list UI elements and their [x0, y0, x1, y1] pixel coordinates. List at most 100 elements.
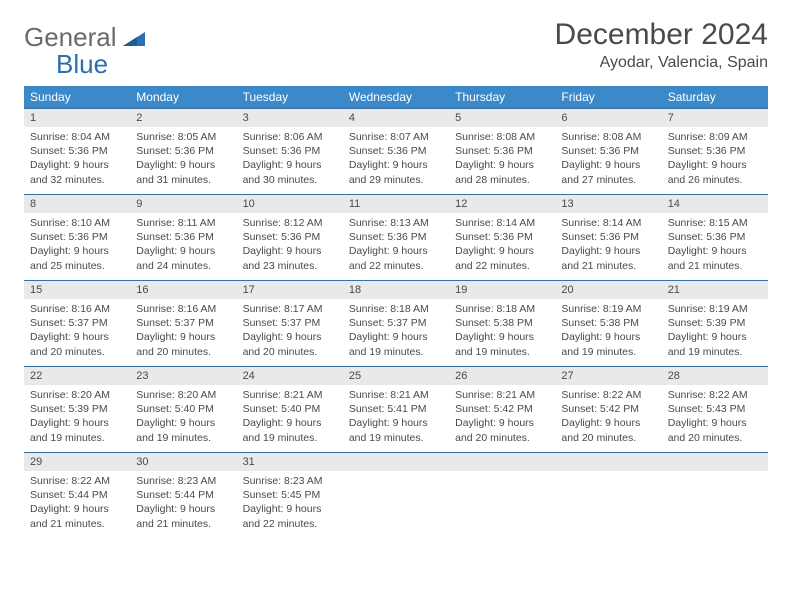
calendar-cell: 30Sunrise: 8:23 AMSunset: 5:44 PMDayligh…: [130, 453, 236, 539]
calendar-cell: 24Sunrise: 8:21 AMSunset: 5:40 PMDayligh…: [237, 367, 343, 453]
day-number: 1: [24, 109, 130, 127]
day-number: 24: [237, 367, 343, 385]
calendar-row: 8Sunrise: 8:10 AMSunset: 5:36 PMDaylight…: [24, 195, 768, 281]
day-number: 25: [343, 367, 449, 385]
day-body: Sunrise: 8:07 AMSunset: 5:36 PMDaylight:…: [343, 127, 449, 191]
calendar-cell: 27Sunrise: 8:22 AMSunset: 5:42 PMDayligh…: [555, 367, 661, 453]
calendar-cell: ..: [343, 453, 449, 539]
day-number: 15: [24, 281, 130, 299]
calendar-cell: 11Sunrise: 8:13 AMSunset: 5:36 PMDayligh…: [343, 195, 449, 281]
day-body: Sunrise: 8:09 AMSunset: 5:36 PMDaylight:…: [662, 127, 768, 191]
day-body: Sunrise: 8:23 AMSunset: 5:44 PMDaylight:…: [130, 471, 236, 535]
calendar-cell: 15Sunrise: 8:16 AMSunset: 5:37 PMDayligh…: [24, 281, 130, 367]
calendar-cell: 9Sunrise: 8:11 AMSunset: 5:36 PMDaylight…: [130, 195, 236, 281]
calendar-table: Sunday Monday Tuesday Wednesday Thursday…: [24, 86, 768, 539]
header: General Blue December 2024 Ayodar, Valen…: [24, 18, 768, 78]
calendar-cell: 8Sunrise: 8:10 AMSunset: 5:36 PMDaylight…: [24, 195, 130, 281]
day-body: Sunrise: 8:16 AMSunset: 5:37 PMDaylight:…: [24, 299, 130, 363]
day-number: 31: [237, 453, 343, 471]
weekday-header: Tuesday: [237, 86, 343, 109]
day-number: 4: [343, 109, 449, 127]
day-number: 5: [449, 109, 555, 127]
day-number: 7: [662, 109, 768, 127]
day-body: Sunrise: 8:22 AMSunset: 5:43 PMDaylight:…: [662, 385, 768, 449]
page-title: December 2024: [555, 18, 768, 52]
calendar-cell: 5Sunrise: 8:08 AMSunset: 5:36 PMDaylight…: [449, 109, 555, 195]
location-label: Ayodar, Valencia, Spain: [555, 54, 768, 72]
day-body: Sunrise: 8:05 AMSunset: 5:36 PMDaylight:…: [130, 127, 236, 191]
day-number: 28: [662, 367, 768, 385]
day-body: Sunrise: 8:06 AMSunset: 5:36 PMDaylight:…: [237, 127, 343, 191]
calendar-cell: 26Sunrise: 8:21 AMSunset: 5:42 PMDayligh…: [449, 367, 555, 453]
day-number: 12: [449, 195, 555, 213]
calendar-row: 22Sunrise: 8:20 AMSunset: 5:39 PMDayligh…: [24, 367, 768, 453]
day-body: Sunrise: 8:18 AMSunset: 5:37 PMDaylight:…: [343, 299, 449, 363]
calendar-cell: 3Sunrise: 8:06 AMSunset: 5:36 PMDaylight…: [237, 109, 343, 195]
brand-word1: General: [24, 22, 117, 52]
day-body: Sunrise: 8:19 AMSunset: 5:39 PMDaylight:…: [662, 299, 768, 363]
weekday-header: Saturday: [662, 86, 768, 109]
day-number: 21: [662, 281, 768, 299]
brand-word2: Blue: [56, 49, 108, 79]
day-body: Sunrise: 8:20 AMSunset: 5:40 PMDaylight:…: [130, 385, 236, 449]
day-number: 29: [24, 453, 130, 471]
calendar-row: 15Sunrise: 8:16 AMSunset: 5:37 PMDayligh…: [24, 281, 768, 367]
calendar-cell: 20Sunrise: 8:19 AMSunset: 5:38 PMDayligh…: [555, 281, 661, 367]
day-body: Sunrise: 8:21 AMSunset: 5:40 PMDaylight:…: [237, 385, 343, 449]
day-number: 26: [449, 367, 555, 385]
day-number: 22: [24, 367, 130, 385]
day-body: Sunrise: 8:21 AMSunset: 5:42 PMDaylight:…: [449, 385, 555, 449]
calendar-cell: 21Sunrise: 8:19 AMSunset: 5:39 PMDayligh…: [662, 281, 768, 367]
calendar-cell: ..: [662, 453, 768, 539]
day-number: 10: [237, 195, 343, 213]
calendar-cell: 25Sunrise: 8:21 AMSunset: 5:41 PMDayligh…: [343, 367, 449, 453]
day-number: 14: [662, 195, 768, 213]
day-body: Sunrise: 8:15 AMSunset: 5:36 PMDaylight:…: [662, 213, 768, 277]
calendar-cell: 14Sunrise: 8:15 AMSunset: 5:36 PMDayligh…: [662, 195, 768, 281]
weekday-header: Wednesday: [343, 86, 449, 109]
calendar-cell: 23Sunrise: 8:20 AMSunset: 5:40 PMDayligh…: [130, 367, 236, 453]
calendar-cell: 28Sunrise: 8:22 AMSunset: 5:43 PMDayligh…: [662, 367, 768, 453]
calendar-cell: 19Sunrise: 8:18 AMSunset: 5:38 PMDayligh…: [449, 281, 555, 367]
calendar-cell: 10Sunrise: 8:12 AMSunset: 5:36 PMDayligh…: [237, 195, 343, 281]
calendar-cell: 16Sunrise: 8:16 AMSunset: 5:37 PMDayligh…: [130, 281, 236, 367]
day-number: 20: [555, 281, 661, 299]
day-body: Sunrise: 8:19 AMSunset: 5:38 PMDaylight:…: [555, 299, 661, 363]
calendar-cell: 6Sunrise: 8:08 AMSunset: 5:36 PMDaylight…: [555, 109, 661, 195]
calendar-cell: ..: [555, 453, 661, 539]
day-number: 11: [343, 195, 449, 213]
day-body: Sunrise: 8:13 AMSunset: 5:36 PMDaylight:…: [343, 213, 449, 277]
day-body: Sunrise: 8:18 AMSunset: 5:38 PMDaylight:…: [449, 299, 555, 363]
day-number: 13: [555, 195, 661, 213]
day-body: Sunrise: 8:10 AMSunset: 5:36 PMDaylight:…: [24, 213, 130, 277]
brand-triangle-icon: [123, 28, 145, 46]
day-number: 9: [130, 195, 236, 213]
day-number: 8: [24, 195, 130, 213]
calendar-cell: 4Sunrise: 8:07 AMSunset: 5:36 PMDaylight…: [343, 109, 449, 195]
calendar-row: 1Sunrise: 8:04 AMSunset: 5:36 PMDaylight…: [24, 109, 768, 195]
day-number: 18: [343, 281, 449, 299]
day-body: Sunrise: 8:08 AMSunset: 5:36 PMDaylight:…: [449, 127, 555, 191]
weekday-header: Sunday: [24, 86, 130, 109]
calendar-cell: 22Sunrise: 8:20 AMSunset: 5:39 PMDayligh…: [24, 367, 130, 453]
weekday-header: Friday: [555, 86, 661, 109]
day-number: 3: [237, 109, 343, 127]
weekday-header: Thursday: [449, 86, 555, 109]
day-body: Sunrise: 8:17 AMSunset: 5:37 PMDaylight:…: [237, 299, 343, 363]
day-number: 6: [555, 109, 661, 127]
calendar-cell: 17Sunrise: 8:17 AMSunset: 5:37 PMDayligh…: [237, 281, 343, 367]
day-number: 27: [555, 367, 661, 385]
day-body: Sunrise: 8:22 AMSunset: 5:44 PMDaylight:…: [24, 471, 130, 535]
brand-logo: General Blue: [24, 18, 145, 78]
calendar-cell: 13Sunrise: 8:14 AMSunset: 5:36 PMDayligh…: [555, 195, 661, 281]
day-number: 16: [130, 281, 236, 299]
weekday-header-row: Sunday Monday Tuesday Wednesday Thursday…: [24, 86, 768, 109]
day-number: 23: [130, 367, 236, 385]
title-block: December 2024 Ayodar, Valencia, Spain: [555, 18, 768, 72]
day-number: 30: [130, 453, 236, 471]
calendar-row: 29Sunrise: 8:22 AMSunset: 5:44 PMDayligh…: [24, 453, 768, 539]
calendar-cell: ..: [449, 453, 555, 539]
calendar-cell: 1Sunrise: 8:04 AMSunset: 5:36 PMDaylight…: [24, 109, 130, 195]
day-body: Sunrise: 8:23 AMSunset: 5:45 PMDaylight:…: [237, 471, 343, 535]
calendar-cell: 29Sunrise: 8:22 AMSunset: 5:44 PMDayligh…: [24, 453, 130, 539]
